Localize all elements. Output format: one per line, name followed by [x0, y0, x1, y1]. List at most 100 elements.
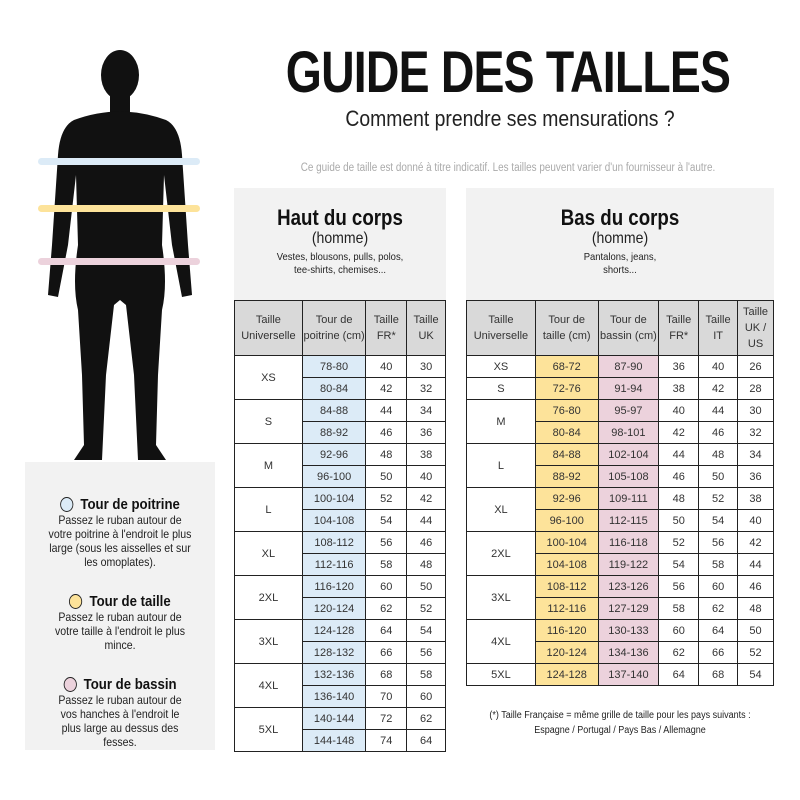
value-cell: 80-84 — [301, 377, 367, 400]
value-cell: 123-126 — [597, 575, 660, 598]
table-row: 104-108 54 44 — [235, 509, 446, 532]
table-row: 96-100 112-115 50 54 40 — [467, 509, 774, 532]
table-row: 96-100 50 40 — [235, 465, 446, 488]
value-cell: 62 — [406, 707, 446, 730]
table-row: 2XL 116-120 60 50 — [234, 575, 446, 620]
value-cell: 40 — [365, 355, 408, 378]
value-cell: 116-118 — [597, 531, 660, 554]
value-cell: 58 — [406, 663, 446, 686]
size-cell: 4XL — [234, 663, 303, 708]
value-cell: 119-122 — [597, 553, 660, 576]
bottom-heading: Bas du corps — [560, 205, 680, 230]
value-cell: 96-100 — [534, 509, 599, 532]
value-cell: 50 — [406, 575, 446, 598]
value-cell: 62 — [365, 597, 408, 620]
value-cell: 34 — [737, 443, 774, 466]
size-cell: XS — [466, 355, 536, 378]
value-cell: 48 — [658, 487, 700, 510]
table-row: 4XL 132-136 68 58 — [234, 663, 446, 708]
value-cell: 32 — [737, 421, 774, 444]
column-header: Taille UK / US — [737, 300, 774, 356]
table-row: 144-148 74 64 — [235, 729, 446, 752]
value-cell: 76-80 — [534, 399, 599, 422]
table-row: 3XL 108-112 123-126 56 60 46 — [466, 575, 774, 620]
value-cell: 52 — [406, 597, 446, 620]
value-cell: 36 — [406, 421, 446, 444]
table-row: 104-108 119-122 54 58 44 — [467, 553, 774, 576]
value-cell: 66 — [365, 641, 408, 664]
table-row: M 76-80 95-97 40 44 30 — [466, 399, 774, 444]
value-cell: 56 — [698, 531, 739, 554]
value-cell: 52 — [737, 641, 774, 664]
value-cell: 134-136 — [597, 641, 660, 664]
value-cell: 48 — [698, 443, 739, 466]
value-cell: 36 — [658, 355, 700, 378]
value-cell: 44 — [406, 509, 446, 532]
value-cell: 72-76 — [534, 377, 599, 400]
value-cell: 104-108 — [534, 553, 599, 576]
size-cell: XS — [234, 355, 303, 400]
bottom-subheading: (homme) — [591, 230, 649, 247]
value-cell: 48 — [737, 597, 774, 620]
value-cell: 102-104 — [597, 443, 660, 466]
value-cell: 60 — [365, 575, 408, 598]
table-row: 120-124 62 52 — [235, 597, 446, 620]
legend-hips: Tour de bassin Passez le ruban autour de… — [25, 676, 215, 749]
legend-text: Passez le ruban autour de vos hanches à … — [58, 693, 182, 749]
column-header: Tour de taille (cm) — [534, 300, 599, 356]
table-row: M 92-96 48 38 — [234, 443, 446, 488]
value-cell: 32 — [406, 377, 446, 400]
table-row: L 100-104 52 42 — [234, 487, 446, 532]
chest-color-icon — [60, 497, 74, 512]
footnote: (*) Taille Française = même grille de ta… — [481, 708, 758, 738]
value-cell: 42 — [365, 377, 408, 400]
page-subtitle: Comment prendre ses mensurations ? — [345, 106, 675, 131]
value-cell: 46 — [737, 575, 774, 598]
legend-title: Tour de poitrine — [80, 496, 180, 513]
value-cell: 88-92 — [534, 465, 599, 488]
table-row: 2XL 100-104 116-118 52 56 42 — [466, 531, 774, 576]
value-cell: 136-140 — [301, 685, 367, 708]
value-cell: 60 — [406, 685, 446, 708]
table-row: 5XL 140-144 72 62 — [234, 707, 446, 752]
value-cell: 64 — [406, 729, 446, 752]
column-header: Taille Universelle — [466, 300, 536, 356]
column-header: Tour de poitrine (cm) — [301, 300, 367, 356]
value-cell: 66 — [698, 641, 739, 664]
value-cell: 124-128 — [534, 663, 599, 686]
table-row: 120-124 134-136 62 66 52 — [467, 641, 774, 664]
value-cell: 72 — [365, 707, 408, 730]
value-cell: 100-104 — [534, 531, 599, 554]
legend-text: Passez le ruban autour de votre taille à… — [55, 610, 185, 652]
size-cell: XL — [234, 531, 303, 576]
value-cell: 28 — [737, 377, 774, 400]
value-cell: 108-112 — [534, 575, 599, 598]
size-cell: XL — [466, 487, 536, 532]
size-cell: 2XL — [234, 575, 303, 620]
value-cell: 30 — [406, 355, 446, 378]
value-cell: 40 — [737, 509, 774, 532]
size-cell: 3XL — [234, 619, 303, 664]
value-cell: 40 — [698, 355, 739, 378]
value-cell: 38 — [406, 443, 446, 466]
value-cell: 109-111 — [597, 487, 660, 510]
waist-line — [38, 205, 200, 212]
top-size-table: Taille Universelle Tour de poitrine (cm) T… — [234, 300, 446, 752]
legend-title: Tour de taille — [89, 593, 171, 610]
value-cell: 140-144 — [301, 707, 367, 730]
value-cell: 64 — [658, 663, 700, 686]
disclaimer-note: Ce guide de taille est donné à titre ind… — [300, 162, 716, 174]
size-cell: 4XL — [466, 619, 536, 664]
size-cell: M — [466, 399, 536, 444]
value-cell: 92-96 — [534, 487, 599, 510]
value-cell: 60 — [698, 575, 739, 598]
value-cell: 54 — [698, 509, 739, 532]
size-cell: M — [234, 443, 303, 488]
value-cell: 68 — [698, 663, 739, 686]
legend-title: Tour de bassin — [83, 676, 177, 693]
value-cell: 54 — [365, 509, 408, 532]
value-cell: 58 — [698, 553, 739, 576]
header-row: Taille Universelle Tour de taille (cm) Tou… — [466, 300, 774, 356]
value-cell: 36 — [737, 465, 774, 488]
value-cell: 40 — [658, 399, 700, 422]
